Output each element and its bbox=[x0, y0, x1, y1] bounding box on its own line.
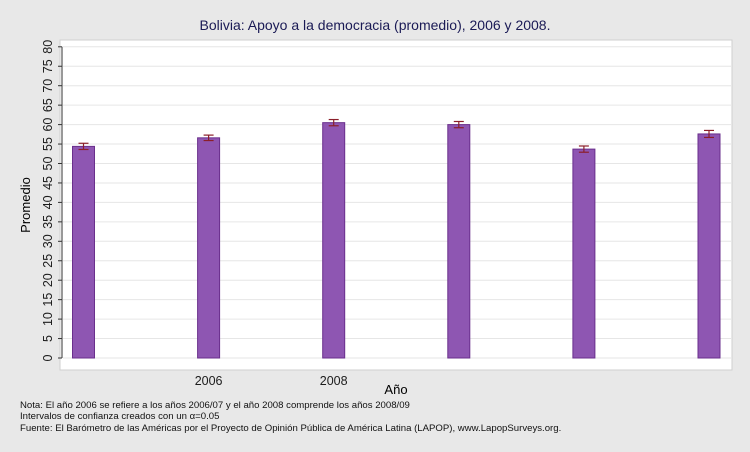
y-axis: 0 5 10 15 20 25 30 35 40 45 50 55 60 65 70 75 80 bbox=[41, 40, 63, 361]
y-tick-label: 40 bbox=[41, 195, 55, 209]
x-axis-label: Año bbox=[384, 382, 407, 397]
y-tick-label: 25 bbox=[41, 254, 55, 268]
y-tick-label: 55 bbox=[41, 137, 55, 151]
y-tick-label: 20 bbox=[41, 273, 55, 287]
y-tick-label: 70 bbox=[41, 79, 55, 93]
y-tick-label: 75 bbox=[41, 59, 55, 73]
x-tick-label: 2006 bbox=[195, 374, 223, 388]
bars bbox=[72, 118, 721, 359]
footnote-confidence: Intervalos de confianza creados con un α… bbox=[20, 411, 220, 423]
x-tick-label: 2008 bbox=[320, 374, 348, 388]
footnotes: Nota: El año 2006 se refiere a los años … bbox=[20, 400, 561, 434]
y-axis-label: Promedio bbox=[18, 177, 33, 233]
gridlines bbox=[63, 46, 731, 359]
bar bbox=[322, 122, 346, 359]
bar bbox=[197, 137, 221, 359]
plot-area bbox=[59, 39, 733, 371]
y-tick-label: 35 bbox=[41, 215, 55, 229]
y-tick-label: 65 bbox=[41, 98, 55, 112]
y-tick-label: 50 bbox=[41, 157, 55, 171]
bar-chart: Bolivia: Apoyo a la democracia (promedio… bbox=[18, 17, 733, 397]
chart-title: Bolivia: Apoyo a la democracia (promedio… bbox=[200, 17, 551, 33]
bar bbox=[697, 133, 721, 359]
bar bbox=[572, 148, 596, 359]
footnote-source: Fuente: El Barómetro de las Américas por… bbox=[20, 422, 562, 434]
y-tick-label: 10 bbox=[41, 312, 55, 326]
y-tick-label: 45 bbox=[41, 176, 55, 190]
bar bbox=[72, 145, 95, 359]
y-tick-label: 5 bbox=[41, 335, 55, 342]
y-tick-label: 0 bbox=[41, 354, 55, 361]
y-tick-label: 60 bbox=[41, 118, 55, 132]
x-axis-ticks: 2006 2008 bbox=[195, 374, 348, 388]
y-tick-label: 30 bbox=[41, 234, 55, 248]
bar bbox=[447, 124, 471, 359]
footnote-note: Nota: El año 2006 se refiere a los años … bbox=[20, 400, 410, 411]
y-tick-label: 80 bbox=[41, 40, 55, 54]
y-tick-label: 15 bbox=[41, 293, 55, 307]
